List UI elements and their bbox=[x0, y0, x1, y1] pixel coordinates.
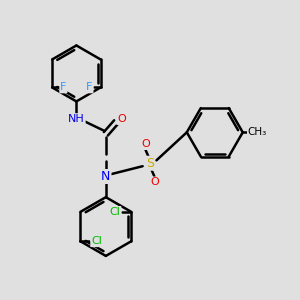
Text: O: O bbox=[150, 177, 159, 188]
Text: O: O bbox=[141, 139, 150, 149]
Text: Cl: Cl bbox=[110, 207, 121, 217]
Text: O: O bbox=[117, 114, 126, 124]
Text: S: S bbox=[146, 157, 154, 170]
Text: NH: NH bbox=[68, 114, 85, 124]
Text: F: F bbox=[60, 82, 67, 92]
Text: N: N bbox=[101, 170, 110, 183]
Text: CH₃: CH₃ bbox=[248, 127, 267, 137]
Text: Cl: Cl bbox=[91, 236, 102, 246]
Text: F: F bbox=[86, 82, 93, 92]
